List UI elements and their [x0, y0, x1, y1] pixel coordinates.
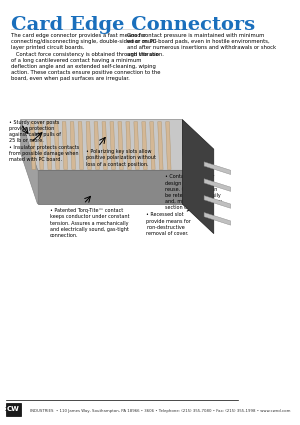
Polygon shape	[94, 122, 99, 170]
Text: • Recessed slot
provide means for
non-destructive
removal of cover.: • Recessed slot provide means for non-de…	[146, 212, 191, 236]
Polygon shape	[102, 122, 107, 170]
FancyBboxPatch shape	[6, 402, 21, 416]
Polygon shape	[134, 122, 139, 170]
Text: Good contact pressure is maintained with minimum
wear on PC board pads, even in : Good contact pressure is maintained with…	[127, 33, 276, 57]
Text: 26: 26	[5, 407, 11, 412]
Text: Card Edge Connectors: Card Edge Connectors	[11, 16, 255, 34]
Text: • Polarizing key slots allow
positive polarization without
loss of a contact pos: • Polarizing key slots allow positive po…	[86, 149, 156, 167]
Polygon shape	[70, 122, 76, 170]
Polygon shape	[110, 122, 115, 170]
Polygon shape	[62, 122, 68, 170]
Text: • Patented Torq-Tite™ contact
keeps conductor under constant
tension. Assures a : • Patented Torq-Tite™ contact keeps cond…	[50, 208, 129, 238]
Polygon shape	[118, 122, 123, 170]
Polygon shape	[86, 122, 92, 170]
Polygon shape	[166, 122, 171, 170]
Text: • Insulator protects contacts
from possible damage when
mated with PC board.: • Insulator protects contacts from possi…	[9, 145, 79, 162]
Polygon shape	[204, 162, 231, 175]
Text: CW: CW	[7, 406, 20, 412]
Polygon shape	[38, 122, 43, 170]
Polygon shape	[54, 122, 59, 170]
Polygon shape	[21, 119, 199, 170]
Polygon shape	[126, 122, 131, 170]
Polygon shape	[21, 119, 38, 204]
Text: INDUSTRIES  • 110 James Way, Southampton, PA 18966 • 3606 • Telephone: (215) 355: INDUSTRIES • 110 James Way, Southampton,…	[30, 409, 291, 413]
Text: CW: CW	[38, 125, 134, 177]
Polygon shape	[204, 212, 231, 225]
Text: • Contact and cover
design provides for
reuse. Connector can
be reterminated eas: • Contact and cover design provides for …	[166, 175, 222, 210]
Polygon shape	[204, 196, 231, 208]
Polygon shape	[142, 122, 147, 170]
Polygon shape	[46, 122, 52, 170]
Polygon shape	[38, 170, 199, 204]
Polygon shape	[204, 179, 231, 191]
Text: INDUSTRIES: INDUSTRIES	[94, 142, 207, 160]
Text: The card edge connector provides a fast means for
connecting/disconnecting singl: The card edge connector provides a fast …	[11, 33, 160, 82]
Polygon shape	[182, 119, 214, 234]
Text: • Sturdy cover posts
provide protection
against cable pulls of
25 lb or more.: • Sturdy cover posts provide protection …	[9, 119, 61, 143]
Polygon shape	[78, 122, 83, 170]
Polygon shape	[158, 122, 163, 170]
Polygon shape	[30, 122, 36, 170]
Polygon shape	[150, 122, 155, 170]
Polygon shape	[182, 119, 199, 204]
